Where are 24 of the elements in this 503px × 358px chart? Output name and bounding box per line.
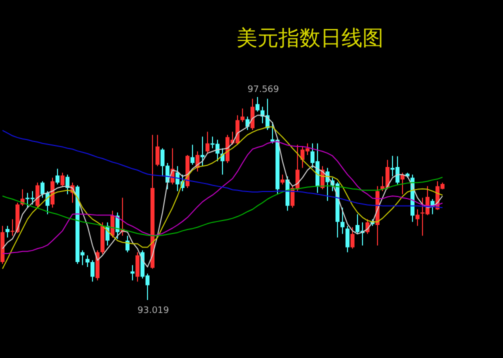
candlestick	[40, 180, 44, 198]
candlestick	[256, 97, 260, 112]
candlestick	[206, 131, 210, 154]
candlestick	[60, 172, 64, 188]
candlestick	[136, 252, 140, 282]
candlestick	[240, 108, 244, 122]
candlestick	[346, 225, 350, 253]
candlestick	[156, 134, 160, 167]
chart-title: 美元指数日线图	[236, 25, 384, 52]
candlestick	[66, 174, 70, 195]
candlestick	[36, 182, 40, 208]
candlestick	[340, 207, 344, 234]
candlestick	[50, 177, 54, 208]
candlestick	[350, 226, 354, 250]
candlestick	[416, 208, 420, 226]
candlestick	[190, 144, 194, 166]
candlestick	[6, 225, 10, 238]
candlestick	[126, 235, 130, 253]
candlestick	[110, 210, 114, 238]
candlestick	[280, 174, 284, 185]
text: 93.019	[138, 306, 170, 316]
candlestick	[250, 98, 254, 130]
candlestick	[56, 168, 60, 185]
annotation: 97.569	[248, 85, 280, 95]
